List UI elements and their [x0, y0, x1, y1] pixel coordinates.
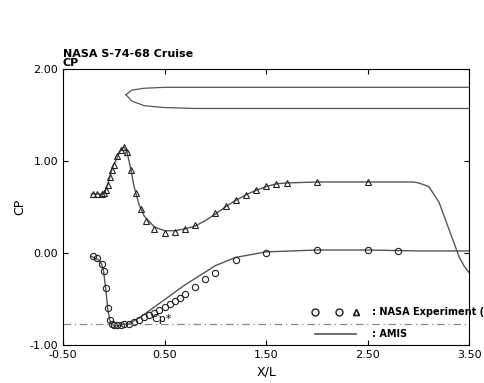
Text: Cp*: Cp*	[151, 314, 172, 324]
Text: : AMIS: : AMIS	[372, 329, 407, 339]
Text: CP: CP	[63, 58, 79, 68]
Y-axis label: CP: CP	[14, 199, 27, 215]
X-axis label: X/L: X/L	[256, 365, 276, 378]
Text: : NASA Experiment (Re,R.J.): : NASA Experiment (Re,R.J.)	[372, 307, 484, 317]
Text: NASA S-74-68 Cruise: NASA S-74-68 Cruise	[63, 49, 193, 59]
